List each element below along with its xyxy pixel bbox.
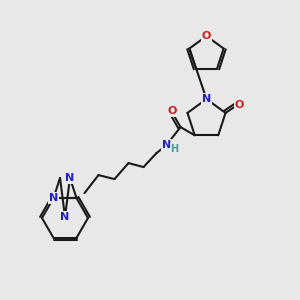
Text: O: O — [168, 106, 177, 116]
Text: O: O — [202, 31, 211, 41]
Text: N: N — [202, 94, 211, 104]
Text: N: N — [49, 193, 58, 203]
Text: H: H — [170, 144, 178, 154]
Text: O: O — [235, 100, 244, 110]
Text: N: N — [65, 173, 75, 183]
Text: N: N — [60, 212, 70, 222]
Text: N: N — [162, 140, 171, 150]
Text: N: N — [49, 193, 58, 203]
